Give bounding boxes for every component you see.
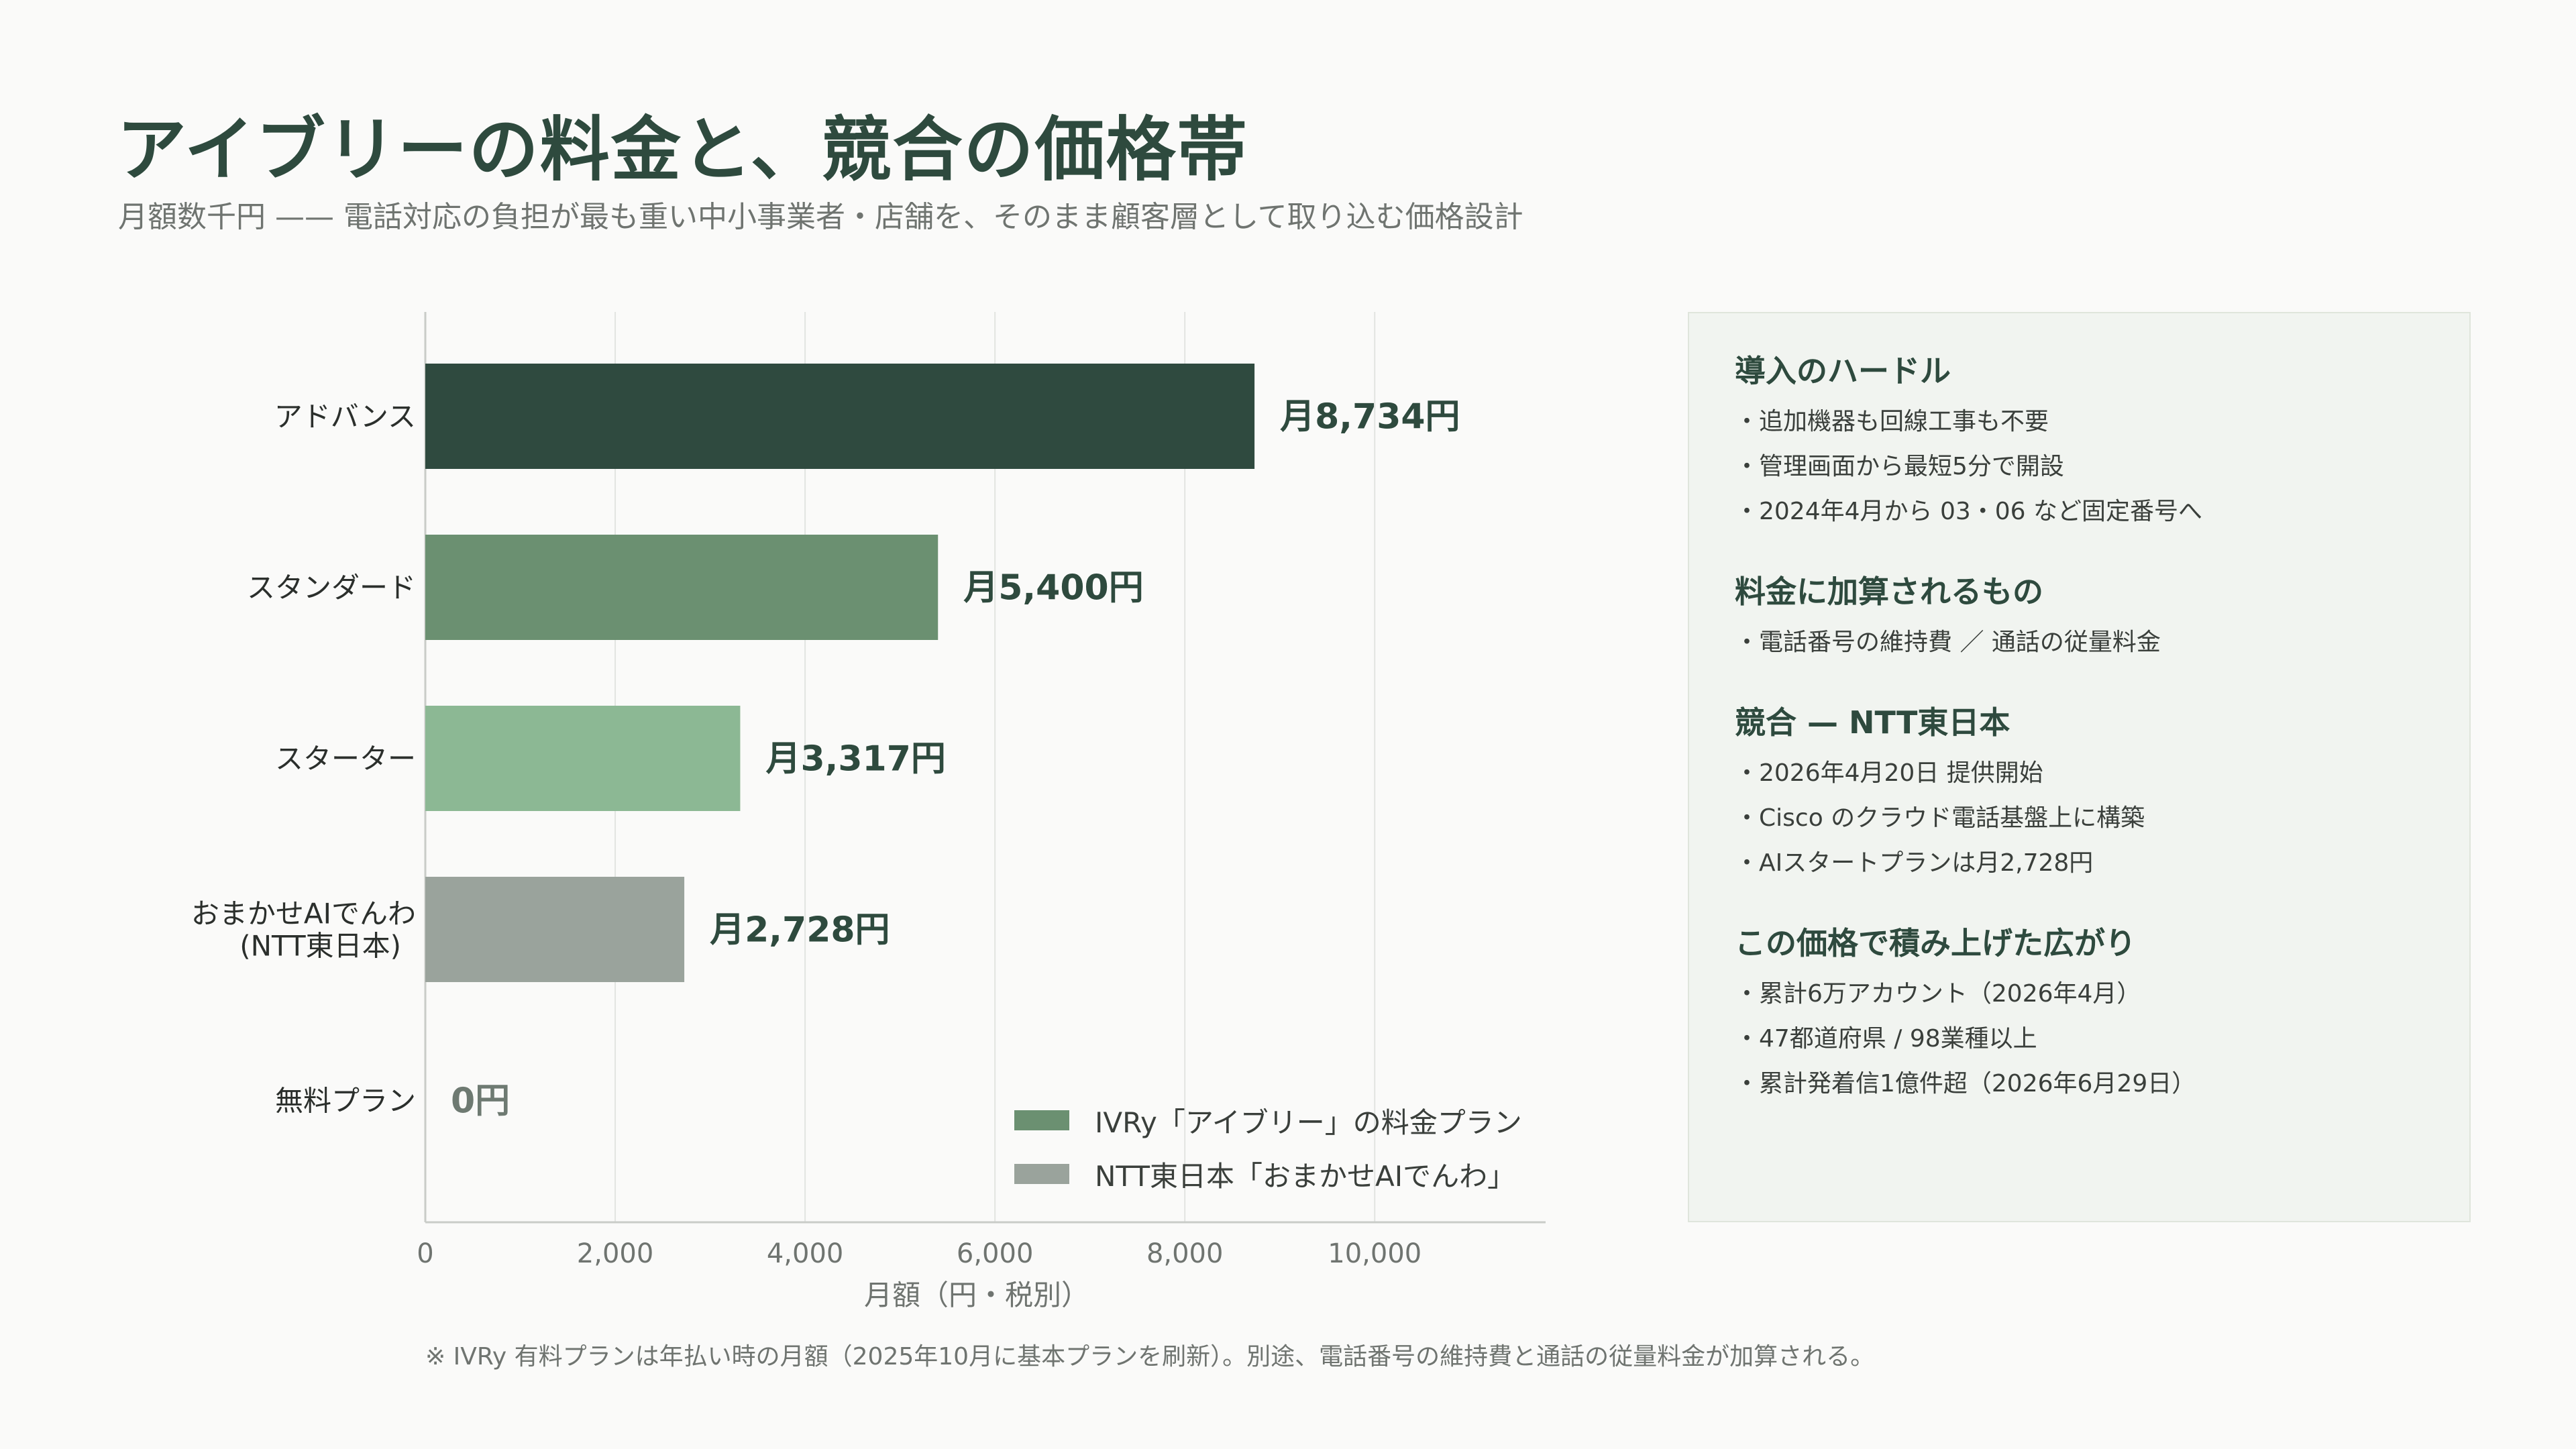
panel-section-additional-fees: 料金に加算されるもの ・電話番号の維持費 ／ 通話の従量料金 xyxy=(1735,568,2469,665)
bar xyxy=(425,877,685,982)
x-tick-label: 8,000 xyxy=(1146,1238,1224,1269)
bar xyxy=(425,535,938,640)
bar-value-label: 月5,400円 xyxy=(963,568,1143,608)
page-subtitle: 月額数千円 —— 電話対応の負担が最も重い中小事業者・店舗を、そのまま顧客層とし… xyxy=(118,200,1523,234)
section-title: 競合 — NTT東日本 xyxy=(1735,704,2010,741)
section-item: ・累計6万アカウント（2026年4月） xyxy=(1735,980,2141,1008)
legend-swatch-ntt xyxy=(1014,1164,1069,1184)
bar xyxy=(425,706,741,811)
page-title: アイブリーの料金と、競合の価格帯 xyxy=(117,109,1248,191)
section-item: ・管理画面から最短5分で開設 xyxy=(1735,453,2064,480)
category-label: 無料プラン xyxy=(275,1085,416,1118)
bar xyxy=(425,364,1255,469)
category-label: (NTT東日本) xyxy=(239,930,401,963)
legend-label-ivry: IVRy「アイブリー」の料金プラン xyxy=(1095,1106,1522,1139)
category-label: スターター xyxy=(275,743,416,775)
price-bar-chart: 0 2,000 4,000 6,000 8,000 10,000 月8,734円 アドバンス月… xyxy=(191,312,1546,1269)
section-item: ・47都道府県 / 98業種以上 xyxy=(1735,1025,2037,1053)
category-label: おまかせAIでんわ xyxy=(191,898,416,930)
legend-item-ntt: NTT東日本「おまかせAIでんわ」 xyxy=(1014,1147,1522,1201)
x-tick-label: 10,000 xyxy=(1328,1238,1421,1269)
bar-value-label: 月8,734円 xyxy=(1280,397,1460,437)
bar-value-label: 0円 xyxy=(451,1081,510,1122)
category-label: アドバンス xyxy=(274,400,416,433)
panel-section-competitor: 競合 — NTT東日本 ・2026年4月20日 提供開始 ・Cisco のクラウ… xyxy=(1735,698,2469,885)
section-title: 料金に加算されるもの xyxy=(1735,574,2043,610)
x-tick-label: 6,000 xyxy=(957,1238,1034,1269)
category-label: スタンダード xyxy=(247,572,416,604)
panel-section-reach: この価格で積み上げた広がり ・累計6万アカウント（2026年4月） ・47都道府… xyxy=(1735,919,2469,1106)
section-item: ・2026年4月20日 提供開始 xyxy=(1735,759,2043,787)
legend-swatch-ivry xyxy=(1014,1110,1069,1130)
chart-legend: IVRy「アイブリー」の料金プラン NTT東日本「おまかせAIでんわ」 xyxy=(1014,1093,1522,1201)
section-item: ・AIスタートプランは月2,728円 xyxy=(1735,849,2094,877)
bar-value-label: 月2,728円 xyxy=(710,910,890,951)
section-item: ・累計発着信1億件超（2026年6月29日） xyxy=(1735,1070,2196,1097)
x-axis-title: 月額（円・税別） xyxy=(863,1279,1090,1311)
x-tick-label: 2,000 xyxy=(577,1238,654,1269)
footnote: ※ IVRy 有料プランは年払い時の月額（2025年10月に基本プランを刷新）。… xyxy=(425,1343,1875,1371)
x-tick-label: 4,000 xyxy=(767,1238,844,1269)
section-title: 導入のハードル xyxy=(1735,353,1951,389)
section-item: ・Cisco のクラウド電話基盤上に構築 xyxy=(1735,804,2145,832)
panel-section-hurdle: 導入のハードル ・追加機器も回線工事も不要 ・管理画面から最短5分で開設 ・20… xyxy=(1735,347,2469,534)
legend-label-ntt: NTT東日本「おまかせAIでんわ」 xyxy=(1095,1159,1516,1193)
x-tick-label: 0 xyxy=(417,1238,433,1269)
section-item: ・追加機器も回線工事も不要 xyxy=(1735,408,2049,435)
info-panel: 導入のハードル ・追加機器も回線工事も不要 ・管理画面から最短5分で開設 ・20… xyxy=(1688,312,2471,1222)
bar-value-label: 月3,317円 xyxy=(765,739,945,780)
legend-item-ivry: IVRy「アイブリー」の料金プラン xyxy=(1014,1093,1522,1147)
section-item: ・電話番号の維持費 ／ 通話の従量料金 xyxy=(1735,629,2161,656)
section-title: この価格で積み上げた広がり xyxy=(1735,925,2136,961)
section-item: ・2024年4月から 03・06 など固定番号へ xyxy=(1735,498,2203,525)
